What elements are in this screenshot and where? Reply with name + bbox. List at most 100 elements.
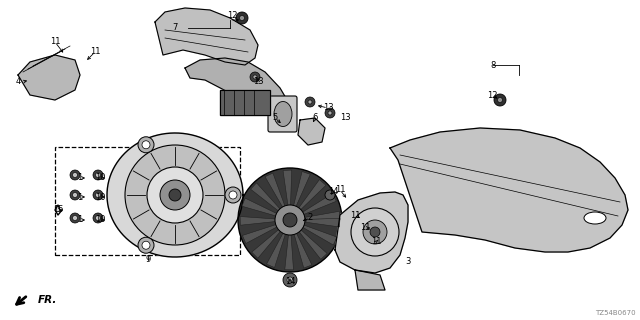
Circle shape [239,15,244,20]
Circle shape [363,220,387,244]
Ellipse shape [274,101,292,126]
Circle shape [283,213,297,227]
Text: 10: 10 [95,173,105,182]
Text: 6: 6 [312,114,317,123]
Text: 1: 1 [77,193,83,202]
Circle shape [250,72,260,82]
Text: 13: 13 [323,103,333,113]
Circle shape [125,145,225,245]
Circle shape [328,111,332,115]
Polygon shape [283,170,292,205]
Circle shape [70,170,80,180]
Text: 11: 11 [50,37,60,46]
Polygon shape [18,55,80,100]
Circle shape [305,97,315,107]
Text: 12: 12 [227,11,237,20]
FancyBboxPatch shape [268,96,297,132]
Circle shape [160,180,190,210]
Circle shape [494,94,506,106]
Text: 11: 11 [360,223,371,233]
Circle shape [95,215,100,220]
Circle shape [93,190,103,200]
Circle shape [72,215,77,220]
Bar [220,90,270,115]
Text: 12: 12 [487,91,497,100]
Circle shape [169,189,181,201]
Polygon shape [185,58,290,118]
Circle shape [497,98,502,102]
Circle shape [142,141,150,149]
Text: 10: 10 [95,215,105,225]
Text: 13: 13 [340,114,350,123]
Polygon shape [300,230,327,260]
Text: TZ54B0670: TZ54B0670 [595,310,636,316]
Circle shape [138,237,154,253]
Text: 9: 9 [145,255,150,265]
Circle shape [147,167,203,223]
Text: 11: 11 [371,237,381,246]
Text: 10: 10 [95,193,105,202]
Polygon shape [155,8,258,65]
Circle shape [138,137,154,153]
Text: 15: 15 [52,205,63,214]
Polygon shape [294,234,312,268]
Polygon shape [303,194,337,214]
Circle shape [351,208,399,256]
Text: 14: 14 [285,277,295,286]
Polygon shape [252,230,280,258]
Circle shape [95,172,100,178]
Text: 7: 7 [172,23,178,33]
Text: 3: 3 [405,258,411,267]
Circle shape [93,170,103,180]
Circle shape [253,75,257,79]
Text: 5: 5 [273,114,278,123]
Circle shape [236,12,248,24]
Ellipse shape [584,212,606,224]
Polygon shape [303,225,337,245]
Circle shape [229,191,237,199]
Circle shape [142,241,150,249]
Text: 13: 13 [253,77,263,86]
Circle shape [70,213,80,223]
Circle shape [93,213,103,223]
Text: 14: 14 [328,188,339,196]
Polygon shape [355,270,385,290]
Polygon shape [305,211,340,220]
Polygon shape [265,173,285,207]
Bar [55,147,240,255]
Polygon shape [294,172,310,206]
Polygon shape [240,217,275,225]
Circle shape [225,187,241,203]
Polygon shape [390,128,628,252]
Polygon shape [285,235,294,270]
Circle shape [370,227,380,237]
Polygon shape [335,192,408,273]
Circle shape [283,273,297,287]
Text: 2: 2 [307,213,312,222]
Circle shape [308,100,312,104]
Polygon shape [107,133,243,257]
Text: 8: 8 [490,60,496,69]
Circle shape [275,205,305,235]
Polygon shape [266,233,285,268]
Text: 11: 11 [349,211,360,220]
Polygon shape [243,225,276,244]
Circle shape [70,190,80,200]
Circle shape [325,108,335,118]
Circle shape [287,277,293,283]
Circle shape [238,168,342,272]
Polygon shape [299,180,326,210]
Polygon shape [305,218,340,227]
Circle shape [95,193,100,197]
Polygon shape [242,198,276,216]
Text: FR.: FR. [38,295,58,305]
Text: 4: 4 [15,77,20,86]
Text: 11: 11 [90,47,100,57]
Text: 11: 11 [335,186,345,195]
Text: 1: 1 [77,215,83,225]
Bar [220,90,270,115]
Circle shape [72,193,77,197]
Circle shape [325,190,335,200]
Polygon shape [251,183,280,211]
Circle shape [72,172,77,178]
